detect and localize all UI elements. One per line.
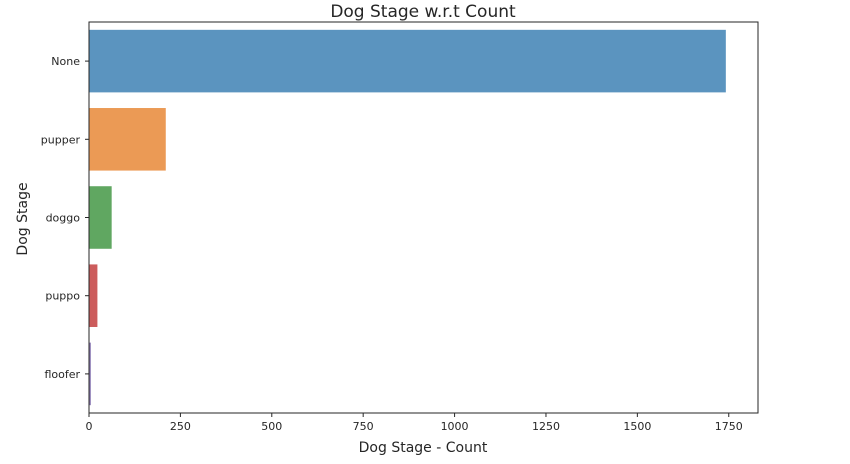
bar-floofer [89, 342, 91, 406]
bar-doggo [89, 186, 112, 249]
x-tick-label: 1000 [441, 420, 469, 433]
x-axis-label: Dog Stage - Count [359, 440, 488, 456]
x-tick-label: 0 [86, 420, 93, 433]
y-tick-label: floofer [44, 368, 80, 381]
x-axis-ticks: 0 250 500 750 1000 1250 1500 1750 [86, 413, 743, 433]
chart-title: Dog Stage w.r.t Count [330, 2, 516, 22]
x-tick-label: 250 [170, 420, 191, 433]
x-tick-label: 1500 [623, 420, 651, 433]
bar-pupper [89, 108, 166, 171]
y-tick-label: None [51, 55, 80, 68]
y-tick-label: pupper [41, 133, 81, 146]
plot-frame [88, 21, 759, 414]
x-tick-label: 1250 [532, 420, 560, 433]
x-tick-label: 500 [261, 420, 282, 433]
x-tick-label: 1750 [715, 420, 743, 433]
y-tick-label: puppo [45, 290, 80, 303]
bar-none [89, 29, 726, 93]
bars-group [89, 29, 726, 406]
y-axis-label: Dog Stage [15, 182, 31, 255]
y-tick-label: doggo [46, 212, 81, 225]
y-axis-ticks: None pupper doggo puppo floofer [41, 55, 89, 381]
bar-puppo [89, 264, 98, 327]
x-tick-label: 750 [353, 420, 374, 433]
